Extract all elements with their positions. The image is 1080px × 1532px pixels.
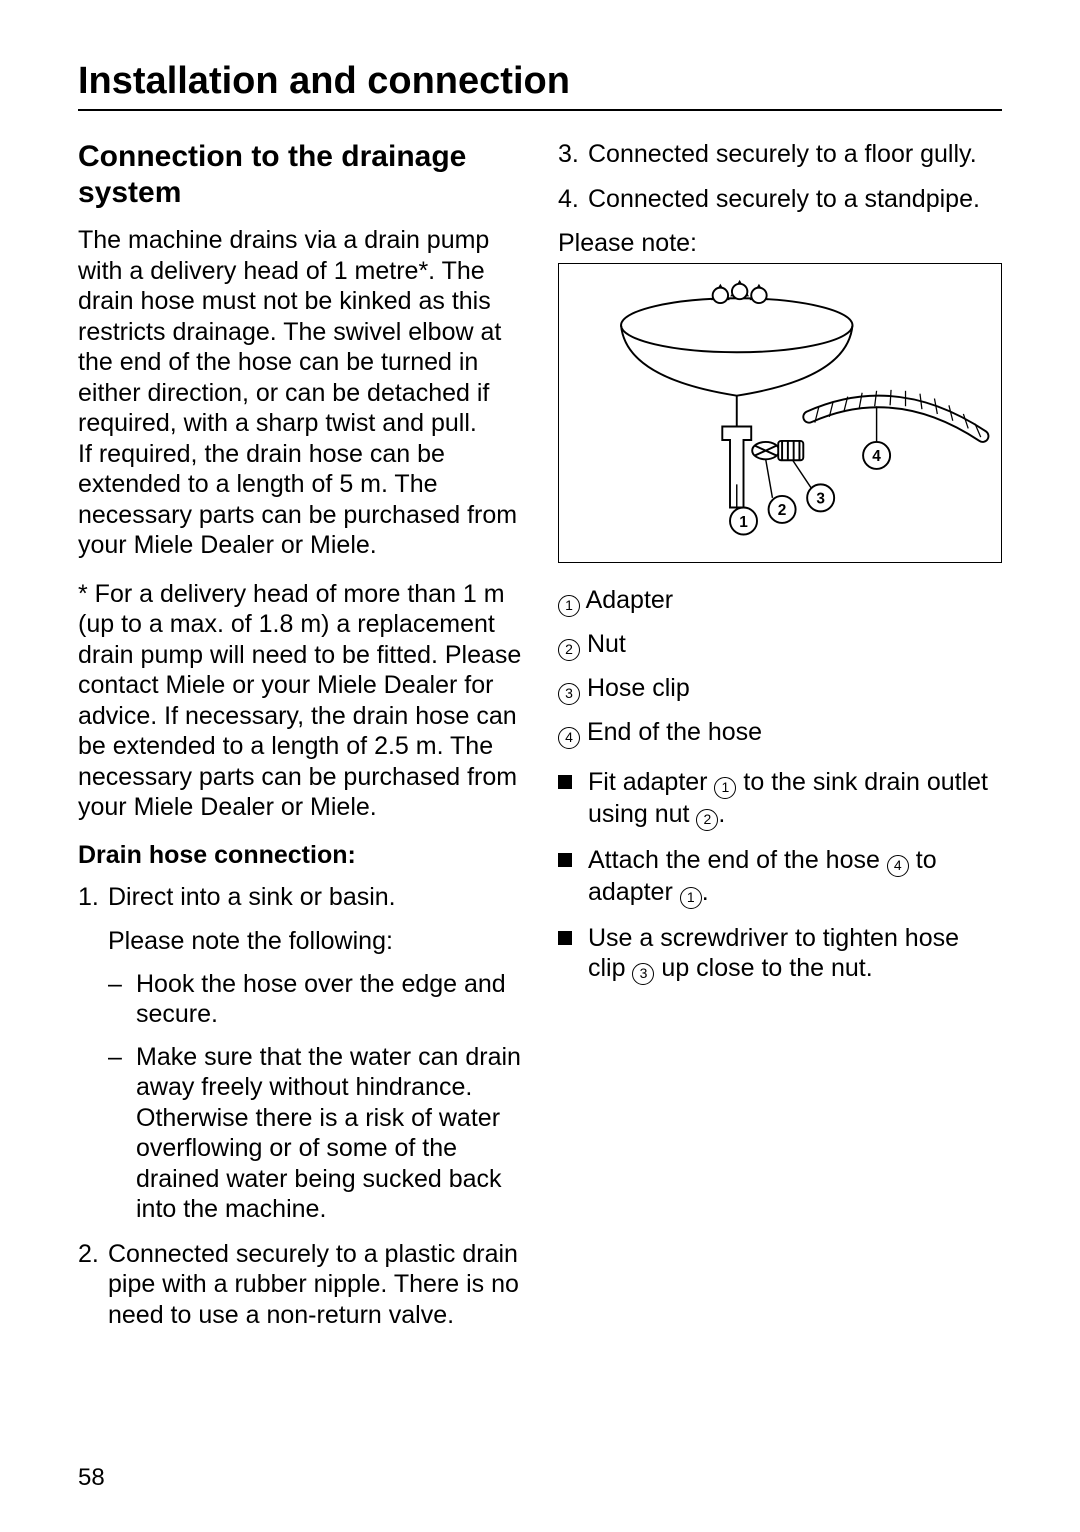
sq1a: Fit adapter: [588, 768, 714, 796]
drain-hose-list-right: 3. Connected securely to a floor gully. …: [558, 139, 1002, 214]
drainage-heading: Connection to the drainage system: [78, 139, 522, 211]
right-column: 3. Connected securely to a floor gully. …: [558, 139, 1002, 1344]
marker-1: 1.: [78, 882, 99, 913]
fig-callout-2: 2: [778, 503, 787, 520]
legend-4-text: End of the hose: [580, 718, 762, 746]
instruction-list: Fit adapter 1 to the sink drain outlet u…: [558, 767, 1002, 986]
fig-callout-1: 1: [739, 514, 748, 531]
left-column: Connection to the drainage system The ma…: [78, 139, 522, 1344]
list-item-1: 1. Direct into a sink or basin.: [78, 882, 522, 913]
marker-4: 4.: [558, 184, 579, 215]
instruction-1: Fit adapter 1 to the sink drain outlet u…: [558, 767, 1002, 831]
dash-item-1: Hook the hose over the edge and secure.: [78, 969, 522, 1030]
instruction-2: Attach the end of the hose 4 to adapter …: [558, 845, 1002, 909]
legend-2: 2 Nut: [558, 629, 1002, 661]
circled-1-icon: 1: [558, 595, 580, 617]
fig-callout-4: 4: [872, 449, 881, 466]
drain-hose-list: 1. Direct into a sink or basin.: [78, 882, 522, 913]
page-title: Installation and connection: [78, 60, 1002, 103]
list-item-2: 2. Connected securely to a plastic drain…: [78, 1239, 522, 1331]
dash-list: Hook the hose over the edge and secure. …: [78, 969, 522, 1225]
list-item-3: 3. Connected securely to a floor gully.: [558, 139, 1002, 170]
title-rule: [78, 109, 1002, 111]
sq1c: .: [718, 800, 725, 828]
item1-text: Direct into a sink or basin.: [108, 883, 396, 911]
circled-3-icon: 3: [558, 683, 580, 705]
page-number: 58: [78, 1464, 105, 1492]
sq2a: Attach the end of the hose: [588, 846, 887, 874]
inline-circled-4-icon: 4: [887, 855, 909, 877]
inline-circled-3-icon: 3: [632, 963, 654, 985]
circled-4-icon: 4: [558, 727, 580, 749]
circled-2-icon: 2: [558, 639, 580, 661]
item3-text: Connected securely to a floor gully.: [588, 140, 977, 168]
drainage-para-2: * For a delivery head of more than 1 m (…: [78, 579, 522, 823]
item2-text: Connected securely to a plastic drain pi…: [108, 1240, 519, 1329]
drain-connection-figure: 1 2 3 4: [558, 263, 1002, 563]
legend-3: 3 Hose clip: [558, 673, 1002, 705]
drainage-para-1: The machine drains via a drain pump with…: [78, 225, 522, 561]
inline-circled-1b-icon: 1: [680, 887, 702, 909]
dash-item-2: Make sure that the water can drain away …: [78, 1042, 522, 1225]
instruction-3: Use a screwdriver to tighten hose clip 3…: [558, 923, 1002, 986]
legend-3-text: Hose clip: [580, 674, 690, 702]
drain-hose-list-cont: 2. Connected securely to a plastic drain…: [78, 1239, 522, 1331]
please-note: Please note:: [558, 228, 1002, 259]
inline-circled-2-icon: 2: [696, 809, 718, 831]
sq3b: up close to the nut.: [654, 954, 872, 982]
marker-2: 2.: [78, 1239, 99, 1270]
fig-callout-3: 3: [816, 491, 825, 508]
two-column-layout: Connection to the drainage system The ma…: [78, 139, 1002, 1344]
legend-4: 4 End of the hose: [558, 717, 1002, 749]
legend-1-text: Adapter: [580, 586, 673, 614]
page: Installation and connection Connection t…: [0, 0, 1080, 1532]
drain-diagram-svg: 1 2 3 4: [568, 269, 992, 555]
item4-text: Connected securely to a standpipe.: [588, 185, 980, 213]
legend-1: 1 Adapter: [558, 585, 1002, 617]
drain-hose-heading: Drain hose connection:: [78, 841, 522, 870]
legend-2-text: Nut: [580, 630, 626, 658]
sq2c: .: [702, 878, 709, 906]
marker-3: 3.: [558, 139, 579, 170]
inline-circled-1-icon: 1: [714, 777, 736, 799]
item1-note: Please note the following:: [78, 926, 522, 957]
list-item-4: 4. Connected securely to a standpipe.: [558, 184, 1002, 215]
